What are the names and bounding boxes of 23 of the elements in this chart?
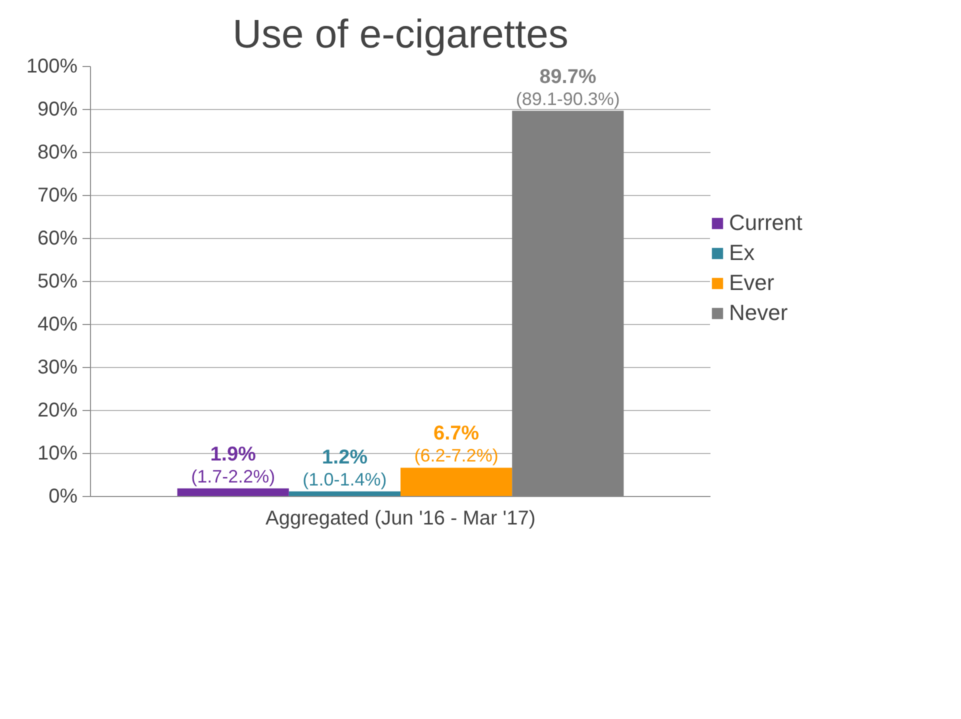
y-tick-label: 60% — [37, 228, 78, 250]
y-tick-label: 80% — [37, 142, 78, 164]
y-tick-label: 50% — [37, 270, 78, 292]
data-label: 1.9% (1.7-2.2%) — [191, 443, 276, 486]
y-tick-label: 10% — [37, 442, 78, 464]
x-tick-label: Aggregated (Jun '16 - Mar '17) — [266, 508, 536, 530]
y-tick-label: 70% — [37, 184, 78, 206]
legend-label: Ever — [729, 270, 774, 296]
legend-label: Current — [729, 210, 802, 236]
bar — [177, 488, 289, 496]
chart-title: Use of e-cigarettes — [232, 12, 568, 56]
y-tick-label: 0% — [48, 486, 78, 508]
y-tick-label: 30% — [37, 356, 78, 378]
data-label: 1.2% (1.0-1.4%) — [302, 446, 387, 490]
bar — [400, 468, 512, 496]
legend-label: Never — [729, 300, 788, 326]
y-tick-label: 100% — [26, 56, 78, 78]
y-tick-label: 40% — [37, 314, 78, 336]
y-tick-label: 90% — [37, 98, 78, 120]
legend-label: Ex — [729, 240, 755, 266]
data-label: 6.7% (6.2-7.2%) — [414, 422, 498, 466]
y-tick-label: 20% — [37, 400, 78, 422]
data-label: 89.7% (89.1-90.3%) — [516, 66, 620, 109]
